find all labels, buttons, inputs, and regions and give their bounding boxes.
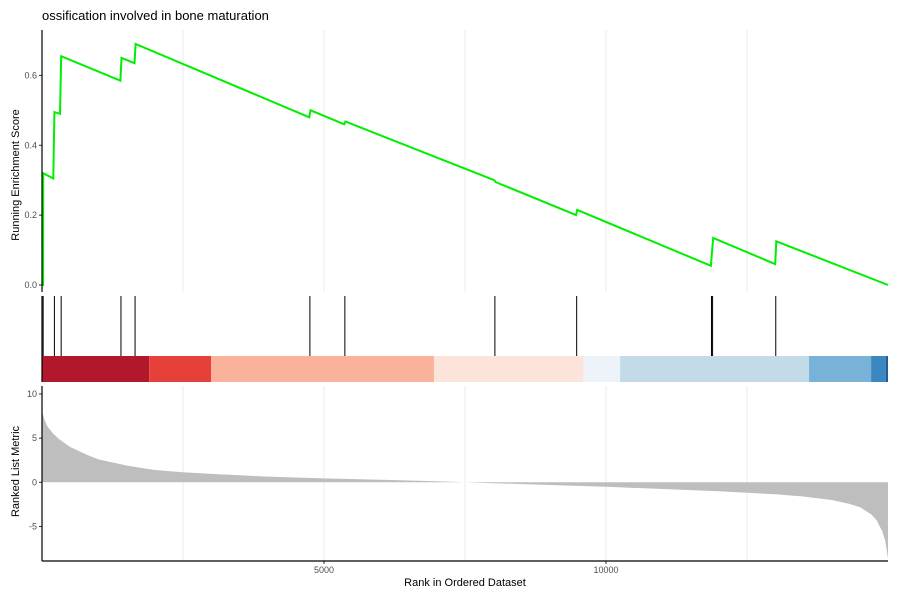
- heatmap-segment: [809, 356, 872, 382]
- axes: 0.0 0.2 0.4 0.6 10 5 0 -5 5000 10000: [24, 30, 888, 575]
- running-enrichment-panel: [42, 42, 889, 286]
- heatmap-segment: [620, 356, 810, 382]
- ranked-metric-area: [42, 411, 888, 559]
- y-tick-label: 0.0: [24, 280, 37, 290]
- x-axis-label: Rank in Ordered Dataset: [404, 577, 526, 589]
- y-axis-label-ranked: Ranked List Metric: [10, 425, 22, 517]
- y-tick-label: 5: [32, 433, 37, 443]
- heatmap-segment: [583, 356, 621, 382]
- y-tick-label: -5: [29, 522, 37, 532]
- y-tick-label: 0.6: [24, 70, 37, 80]
- axis-labels: Running Enrichment Score Ranked List Metr…: [10, 109, 526, 589]
- chart-title: ossification involved in bone maturation: [42, 8, 269, 23]
- heatmap-segment: [433, 356, 584, 382]
- y-tick-label: 10: [27, 389, 37, 399]
- rank-heatmap-panel: [42, 356, 888, 382]
- heatmap-segment: [885, 356, 888, 382]
- x-tick-label: 5000: [314, 565, 334, 575]
- y-axis-label-enrichment: Running Enrichment Score: [10, 109, 22, 240]
- heatmap-segment: [42, 356, 150, 382]
- heatmap-segment: [871, 356, 886, 382]
- y-tick-label: 0.4: [24, 140, 37, 150]
- x-tick-label: 10000: [593, 565, 618, 575]
- heatmap-segment: [149, 356, 212, 382]
- y-tick-label: 0: [32, 477, 37, 487]
- running-enrichment-line: [42, 42, 889, 286]
- ranked-list-panel: [42, 411, 888, 559]
- heatmap-segment: [211, 356, 434, 382]
- y-tick-label: 0.2: [24, 210, 37, 220]
- grid-lines: [182, 30, 748, 561]
